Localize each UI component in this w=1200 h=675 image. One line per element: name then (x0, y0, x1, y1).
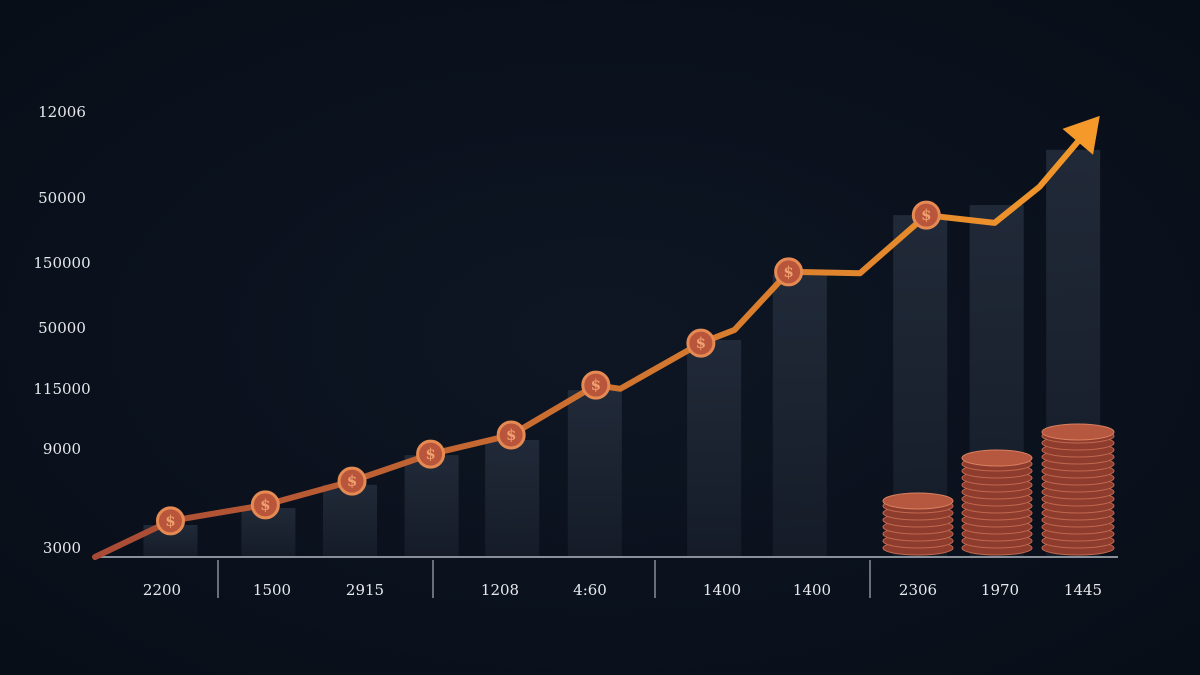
coin-symbol: $ (783, 263, 793, 281)
coin-symbol: $ (591, 376, 601, 394)
coin-symbol: $ (696, 334, 706, 352)
x-tick-label: 2306 (899, 581, 937, 599)
coin-marker (686, 328, 716, 358)
coin-marker (416, 439, 446, 469)
x-tick-label: 1400 (703, 581, 741, 599)
coin-top (1041, 423, 1115, 441)
bar (485, 440, 540, 557)
x-tick-label: 1400 (793, 581, 831, 599)
bar (567, 390, 622, 557)
coin-marker (911, 200, 941, 230)
coin-symbol: $ (506, 426, 516, 444)
coin-symbol: $ (347, 472, 357, 490)
bar (772, 275, 827, 557)
bar (323, 484, 377, 557)
coin-stacks (882, 423, 1115, 556)
coin-marker (774, 257, 804, 287)
y-tick-label: 150000 (33, 254, 90, 272)
y-tick-label: 12006 (38, 103, 86, 121)
x-tick-label: 1208 (481, 581, 519, 599)
trend-line (92, 118, 1098, 560)
coin-marker (250, 490, 280, 520)
y-tick-label: 50000 (38, 189, 86, 207)
x-tick-label: 2915 (346, 581, 384, 599)
coin-symbol: $ (260, 496, 270, 514)
y-tick-label: 115000 (33, 380, 90, 398)
coin-marker (155, 506, 185, 536)
x-tick-label: 1445 (1064, 581, 1102, 599)
coin-marker (581, 370, 611, 400)
coin-symbol: $ (165, 512, 175, 530)
coin-top (882, 492, 954, 510)
x-tick-label: 1500 (253, 581, 291, 599)
bar (404, 455, 459, 557)
x-tick-label: 4:60 (573, 581, 607, 599)
coin-marker (337, 466, 367, 496)
bar (687, 339, 742, 557)
coin-symbol: $ (921, 206, 931, 224)
coin-marker (496, 420, 526, 450)
coin-top (961, 449, 1033, 467)
x-tick-label: 2200 (143, 581, 181, 599)
arrow-head (1062, 115, 1100, 155)
y-tick-label: 50000 (38, 319, 86, 337)
coin-symbol: $ (425, 445, 435, 463)
y-tick-label: 9000 (43, 440, 81, 458)
x-tick-label: 1970 (981, 581, 1019, 599)
dividers (217, 560, 871, 598)
plot: 12006 50000 150000 50000 115000 9000 3000 2200 1… (33, 103, 1102, 599)
y-tick-label: 3000 (43, 539, 81, 557)
